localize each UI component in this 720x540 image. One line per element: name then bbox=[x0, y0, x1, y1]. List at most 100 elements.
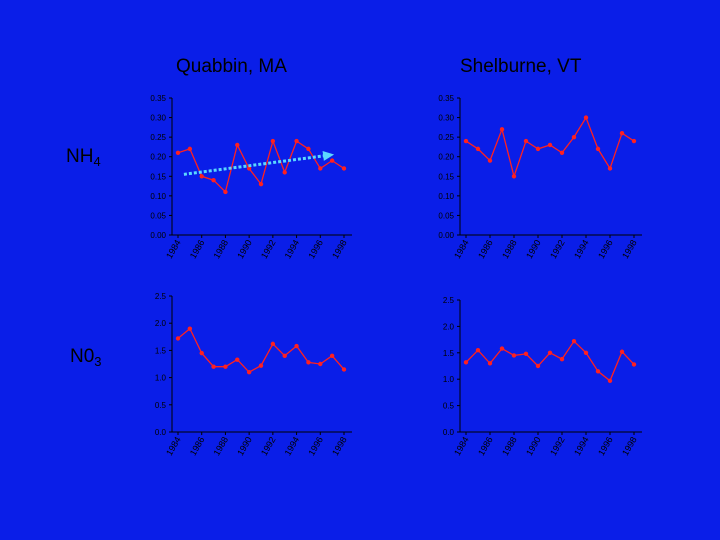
row-label-no3: N03 bbox=[70, 346, 102, 369]
y-tick-label: 0.20 bbox=[438, 153, 454, 162]
x-tick-label: 1986 bbox=[476, 435, 495, 457]
data-point bbox=[499, 127, 505, 132]
data-point bbox=[199, 174, 204, 179]
data-point bbox=[294, 343, 299, 349]
title-shelburne: Shelburne, VT bbox=[460, 56, 582, 77]
y-tick-label: 0.05 bbox=[150, 211, 166, 220]
data-point bbox=[306, 360, 311, 365]
data-point bbox=[318, 166, 323, 171]
data-point bbox=[294, 138, 299, 144]
data-point bbox=[547, 350, 553, 355]
data-point bbox=[258, 363, 264, 368]
data-point bbox=[583, 115, 589, 120]
data-point bbox=[223, 189, 228, 195]
x-tick-label: 1988 bbox=[500, 435, 519, 457]
y-tick-label: 0.25 bbox=[438, 133, 454, 142]
y-tick-label: 2.5 bbox=[443, 296, 455, 305]
data-point bbox=[199, 350, 204, 356]
data-point bbox=[341, 166, 347, 171]
data-point bbox=[306, 146, 311, 152]
y-tick-label: 0.35 bbox=[438, 94, 454, 103]
data-point bbox=[282, 170, 287, 175]
data-point bbox=[175, 336, 181, 341]
data-point bbox=[571, 134, 577, 140]
y-tick-label: 1.5 bbox=[155, 346, 167, 355]
data-point bbox=[595, 146, 601, 152]
y-tick-label: 1.0 bbox=[443, 375, 455, 384]
x-tick-label: 1992 bbox=[548, 435, 567, 457]
data-point bbox=[583, 350, 589, 355]
data-point bbox=[595, 369, 601, 374]
data-point bbox=[223, 364, 228, 369]
data-point bbox=[475, 146, 481, 152]
data-point bbox=[535, 146, 541, 152]
data-point bbox=[487, 361, 493, 366]
data-point bbox=[282, 353, 287, 359]
data-point bbox=[559, 356, 565, 362]
data-point bbox=[487, 158, 493, 163]
data-point bbox=[258, 181, 264, 187]
y-tick-label: 2.0 bbox=[443, 322, 455, 331]
y-tick-label: 0.15 bbox=[438, 172, 454, 181]
data-point bbox=[235, 357, 240, 362]
title-quabbin: Quabbin, MA bbox=[176, 56, 287, 77]
row-label-nh4: NH4 bbox=[66, 146, 101, 169]
y-tick-label: 0.20 bbox=[150, 153, 166, 162]
series-line bbox=[465, 340, 635, 382]
y-tick-label: 0.5 bbox=[155, 401, 167, 410]
data-point bbox=[619, 349, 625, 354]
data-point bbox=[270, 341, 276, 347]
data-point bbox=[318, 361, 323, 367]
data-point bbox=[547, 142, 553, 148]
y-tick-label: 0.30 bbox=[150, 114, 166, 123]
y-tick-label: 0.35 bbox=[150, 94, 166, 103]
data-point bbox=[523, 138, 529, 144]
x-tick-label: 1998 bbox=[620, 435, 639, 457]
x-tick-label: 1996 bbox=[596, 435, 615, 457]
y-tick-label: 0.25 bbox=[150, 133, 166, 142]
x-tick-label: 1990 bbox=[524, 435, 543, 457]
data-point bbox=[571, 338, 577, 344]
data-point bbox=[235, 142, 240, 148]
y-tick-label: 0.0 bbox=[443, 428, 455, 437]
data-point bbox=[187, 326, 193, 331]
data-point bbox=[270, 138, 276, 144]
x-tick-label: 1994 bbox=[572, 435, 591, 457]
y-tick-label: 0.30 bbox=[438, 114, 454, 123]
data-point bbox=[499, 346, 505, 351]
y-tick-label: 1.0 bbox=[155, 374, 167, 383]
data-point bbox=[329, 353, 335, 359]
y-tick-label: 0.15 bbox=[150, 172, 166, 181]
y-tick-label: 0.10 bbox=[150, 192, 166, 201]
data-point bbox=[329, 158, 335, 163]
data-point bbox=[175, 150, 181, 155]
data-point bbox=[341, 367, 347, 372]
y-tick-label: 2.5 bbox=[155, 292, 167, 301]
data-point bbox=[559, 150, 565, 155]
y-tick-label: 0.10 bbox=[438, 192, 454, 201]
y-tick-label: 0.00 bbox=[150, 231, 166, 240]
data-point bbox=[211, 364, 216, 369]
data-point bbox=[475, 347, 481, 353]
data-point bbox=[607, 166, 613, 171]
data-point bbox=[619, 131, 625, 136]
data-point bbox=[607, 378, 613, 383]
data-point bbox=[246, 369, 252, 375]
data-point bbox=[463, 360, 469, 365]
data-point bbox=[631, 138, 637, 144]
data-point bbox=[187, 146, 193, 152]
data-point bbox=[523, 351, 529, 357]
data-point bbox=[211, 178, 216, 183]
y-tick-label: 2.0 bbox=[155, 319, 167, 328]
data-point bbox=[511, 174, 517, 179]
data-point bbox=[535, 363, 541, 369]
data-point bbox=[463, 138, 469, 144]
x-tick-label: 1984 bbox=[452, 435, 471, 457]
data-point bbox=[511, 353, 517, 358]
data-point bbox=[246, 166, 252, 171]
